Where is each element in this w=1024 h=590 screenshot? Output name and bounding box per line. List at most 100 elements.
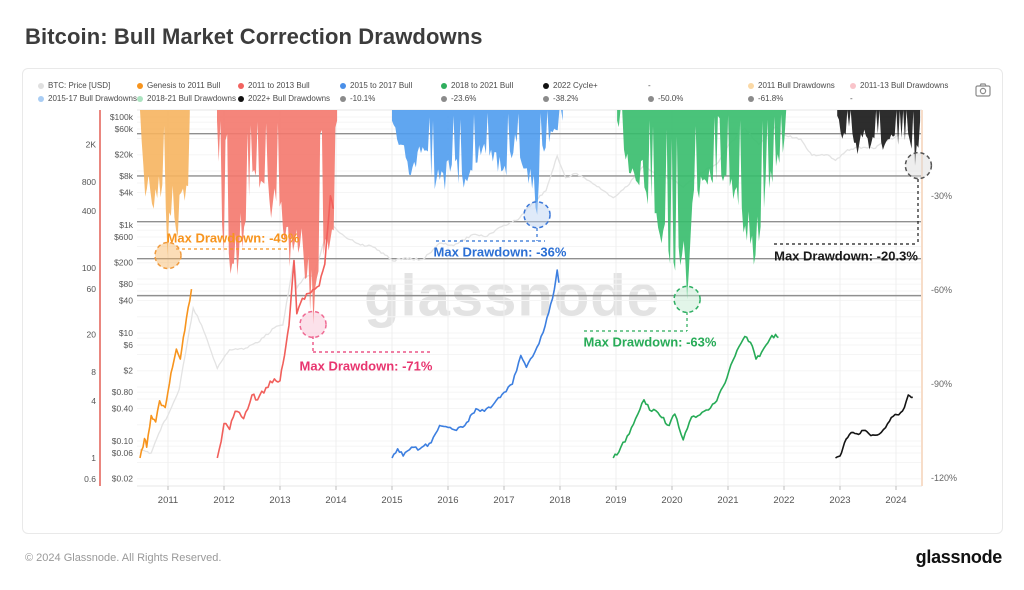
- drawdown-bars: [217, 110, 338, 325]
- max-drawdown-marker: [904, 151, 933, 180]
- legend-label: 2018 to 2021 Bull: [451, 81, 514, 90]
- legend-item[interactable]: -: [850, 94, 853, 103]
- legend-swatch: [441, 95, 447, 102]
- drawdown-chart: 2K 800 400 100 60 20 8 4 1 0.6 $100k $60k $20k $8k $4k…: [82, 109, 957, 506]
- legend-swatch: [238, 95, 244, 102]
- legend-swatch: [543, 95, 549, 102]
- year-label: 2013: [269, 495, 290, 506]
- max-drawdown-marker: [523, 201, 551, 229]
- price-axis-label: $4k: [119, 187, 133, 197]
- camera-icon: [975, 82, 991, 97]
- page-title: Bitcoin: Bull Market Correction Drawdown…: [25, 24, 483, 49]
- max-drawdown-marker: [673, 285, 701, 314]
- legend-label: 2015-17 Bull Drawdowns: [48, 94, 137, 103]
- price-axis-label: $2: [124, 366, 134, 376]
- drawdown-bars: [617, 110, 788, 300]
- year-label: 2017: [493, 495, 514, 506]
- price-axis-label: $8k: [119, 171, 133, 181]
- glassnode-logo: glassnode: [915, 547, 1003, 567]
- legend-item[interactable]: 2022+ Bull Drawdowns: [238, 94, 330, 103]
- legend-swatch: [748, 82, 754, 89]
- price-axis-label: $600: [114, 232, 133, 242]
- year-label: 2019: [605, 495, 626, 506]
- legend-item[interactable]: 2011 Bull Drawdowns: [748, 81, 835, 90]
- price-axis-label: $0.40: [112, 403, 134, 413]
- annotation-max-drawdown-2021: Max Drawdown: -63%: [583, 334, 717, 350]
- multiple-axis-label: 400: [82, 206, 96, 216]
- legend-item[interactable]: 2018-21 Bull Drawdowns: [137, 94, 236, 103]
- legend-label: -: [850, 94, 853, 103]
- year-label: 2020: [661, 495, 682, 506]
- price-axis-label: $0.06: [112, 448, 134, 458]
- legend-swatch: [38, 95, 44, 102]
- year-label: 2021: [717, 495, 738, 506]
- legend-swatch: [38, 82, 44, 89]
- price-axis-label: $0.10: [112, 436, 134, 446]
- multiple-axis-label: 60: [87, 284, 97, 294]
- multiple-axis-label: 800: [82, 177, 96, 187]
- legend-swatch: [137, 82, 143, 89]
- multiple-axis-label: 1: [91, 453, 96, 463]
- year-label: 2023: [829, 495, 850, 506]
- price-axis-label: $60k: [115, 124, 134, 134]
- year-label: 2014: [325, 495, 346, 506]
- legend-label: 2011 to 2013 Bull: [248, 81, 310, 90]
- legend-item[interactable]: 2011-13 Bull Drawdowns: [850, 81, 948, 90]
- cycle-price-line: [391, 269, 560, 459]
- year-label: 2018: [549, 495, 570, 506]
- legend-item[interactable]: Genesis to 2011 Bull: [137, 81, 220, 90]
- export-chart-button[interactable]: [972, 82, 994, 100]
- drawdown-axis-label: -120%: [931, 473, 957, 483]
- legend-label: -38.2%: [553, 94, 579, 103]
- legend-item[interactable]: 2018 to 2021 Bull: [441, 81, 513, 90]
- legend-label: -: [648, 81, 651, 90]
- copyright-text: © 2024 Glassnode. All Rights Reserved.: [25, 552, 222, 564]
- drawdown-bars: [140, 110, 190, 256]
- legend-item[interactable]: BTC: Price [USD]: [38, 81, 110, 90]
- legend-swatch: [238, 82, 244, 89]
- multiple-axis-label: 100: [82, 263, 96, 273]
- legend-label: 2011 Bull Drawdowns: [758, 81, 835, 90]
- annotation-max-drawdown-2017: Max Drawdown: -36%: [433, 244, 567, 260]
- year-label: 2015: [381, 495, 402, 506]
- price-axis-label: $0.80: [112, 387, 134, 397]
- legend-swatch: [648, 95, 654, 102]
- legend-label: -50.0%: [658, 94, 684, 103]
- legend-item[interactable]: -61.8%: [748, 94, 783, 103]
- chart-legend: BTC: Price [USD] Genesis to 2011 Bull 2011…: [22, 68, 1001, 108]
- price-axis-label: $6: [124, 340, 134, 350]
- year-label: 2022: [773, 495, 794, 506]
- cycle-price-line: [835, 394, 913, 459]
- legend-item[interactable]: 2022 Cycle+: [543, 81, 598, 90]
- legend-item[interactable]: -: [648, 81, 651, 90]
- year-label: 2024: [885, 495, 906, 506]
- price-axis-label: $80: [119, 279, 133, 289]
- annotation-max-drawdown-2011: Max Drawdown: -49%: [166, 230, 300, 246]
- legend-label: 2011-13 Bull Drawdowns: [860, 81, 949, 90]
- legend-item[interactable]: 2015 to 2017 Bull: [340, 81, 412, 90]
- multiple-axis-label: 20: [87, 329, 97, 339]
- drawdown-axis-label: -90%: [931, 379, 952, 389]
- legend-swatch: [137, 95, 143, 102]
- legend-label: BTC: Price [USD]: [48, 81, 111, 90]
- legend-item[interactable]: 2015-17 Bull Drawdowns: [38, 94, 137, 103]
- annotation-max-drawdown-2024: Max Drawdown: -20.3%: [774, 248, 918, 264]
- legend-label: Genesis to 2011 Bull: [147, 81, 221, 90]
- legend-item[interactable]: 2011 to 2013 Bull: [238, 81, 310, 90]
- legend-label: -61.8%: [758, 94, 784, 103]
- price-axis-label: $40: [119, 295, 133, 305]
- legend-swatch: [543, 82, 549, 89]
- legend-item[interactable]: -23.6%: [441, 94, 476, 103]
- price-axis-label: $100k: [110, 112, 134, 122]
- max-drawdown-marker: [154, 241, 182, 270]
- cycle-price-line: [216, 195, 334, 459]
- legend-item[interactable]: -10.1%: [340, 94, 375, 103]
- year-label: 2011: [158, 495, 178, 506]
- year-label: 2012: [213, 495, 234, 506]
- legend-swatch: [748, 95, 754, 102]
- annotation-max-drawdown-2013: Max Drawdown: -71%: [299, 358, 433, 374]
- legend-item[interactable]: -38.2%: [543, 94, 578, 103]
- cycle-price-line: [612, 333, 779, 459]
- price-axis-label: $1k: [119, 220, 133, 230]
- legend-item[interactable]: -50.0%: [648, 94, 683, 103]
